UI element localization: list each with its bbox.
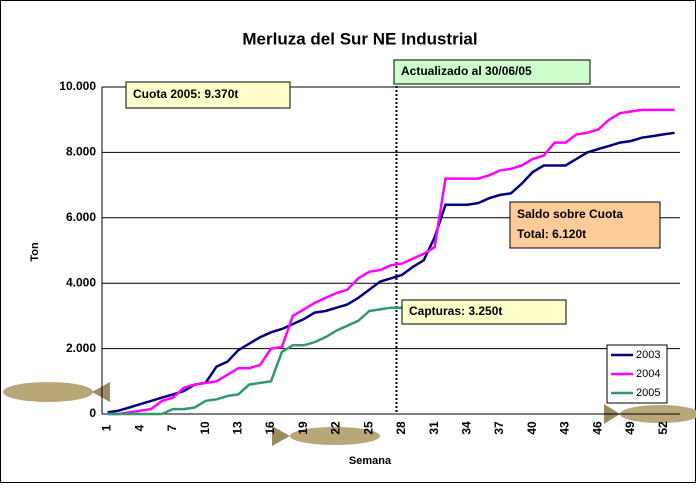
catch-annotation: Capturas: 3.250t: [409, 304, 502, 318]
balance-annotation-box: [509, 201, 661, 249]
updated-annotation-box: [393, 59, 591, 85]
x-tick-label: 37: [492, 421, 506, 435]
chart-title: Merluza del Sur NE Industrial: [242, 29, 477, 48]
y-tick-label: 2.000: [66, 341, 96, 355]
legend-label: 2005: [636, 387, 660, 399]
x-tick-label: 4: [132, 424, 146, 431]
y-tick-label: 4.000: [66, 275, 96, 289]
x-tick-label: 34: [460, 421, 474, 435]
balance-annotation: Total: 6.120t: [517, 227, 586, 241]
x-tick-label: 28: [394, 421, 408, 435]
x-tick-label: 43: [558, 421, 572, 435]
x-tick-label: 7: [165, 424, 179, 431]
x-tick-label: 52: [656, 421, 670, 435]
catch-annotation-box: [401, 299, 567, 325]
x-tick-label: 13: [230, 421, 244, 435]
y-tick-label: 10.000: [59, 79, 96, 93]
quota-annotation: Cuota 2005: 9.370t: [133, 87, 238, 101]
updated-annotation: Actualizado al 30/06/05: [401, 64, 532, 78]
y-axis-label: Ton: [29, 242, 41, 262]
y-tick-label: 6.000: [66, 210, 96, 224]
x-tick-label: 1: [100, 424, 114, 431]
x-tick-label: 19: [296, 421, 310, 435]
x-axis-label: Semana: [349, 455, 392, 467]
legend-label: 2003: [636, 349, 660, 361]
y-tick-label: 0: [89, 406, 96, 420]
quota-annotation-box: [125, 81, 291, 109]
x-tick-label: 31: [427, 421, 441, 435]
x-tick-label: 25: [361, 421, 375, 435]
x-tick-label: 40: [525, 421, 539, 435]
x-tick-label: 10: [198, 421, 212, 435]
x-tick-label: 46: [590, 421, 604, 435]
series-line: [107, 306, 402, 416]
series-line: [107, 108, 675, 416]
x-tick-label: 16: [263, 421, 277, 435]
legend-label: 2004: [636, 368, 660, 380]
x-tick-label: 49: [623, 421, 637, 435]
balance-annotation: Saldo sobre Cuota: [517, 207, 623, 221]
y-tick-label: 8.000: [66, 145, 96, 159]
x-tick-label: 22: [329, 421, 343, 435]
